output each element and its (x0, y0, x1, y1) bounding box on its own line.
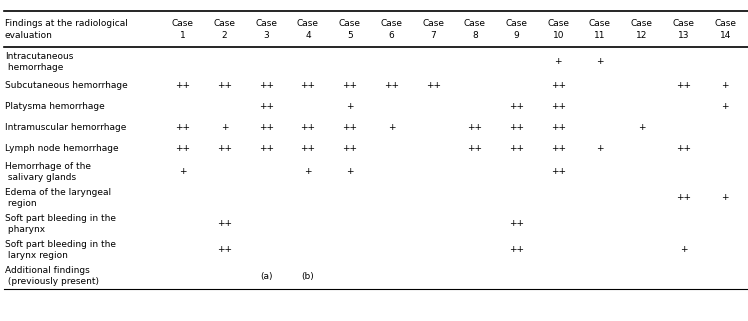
Text: 5: 5 (347, 31, 352, 40)
Text: ++: ++ (217, 81, 232, 90)
Text: ++: ++ (259, 102, 274, 111)
Text: larynx region: larynx region (5, 251, 68, 260)
Text: Lymph node hemorrhage: Lymph node hemorrhage (5, 144, 119, 153)
Text: pharynx: pharynx (5, 225, 45, 234)
Text: ++: ++ (217, 220, 232, 229)
Text: 4: 4 (305, 31, 311, 40)
Text: (a): (a) (260, 272, 272, 281)
Text: ++: ++ (676, 194, 691, 203)
Text: evaluation: evaluation (5, 31, 53, 40)
Text: +: + (304, 168, 312, 177)
Text: ++: ++ (301, 81, 316, 90)
Text: 7: 7 (430, 31, 436, 40)
Text: Soft part bleeding in the: Soft part bleeding in the (5, 239, 116, 248)
Text: ++: ++ (175, 81, 190, 90)
Text: ++: ++ (468, 123, 482, 132)
Text: Case: Case (422, 19, 444, 28)
Text: ++: ++ (343, 81, 358, 90)
Text: (b): (b) (301, 272, 314, 281)
Text: ++: ++ (551, 144, 565, 153)
Text: hemorrhage: hemorrhage (5, 64, 64, 73)
Text: ++: ++ (426, 81, 441, 90)
Text: ++: ++ (175, 144, 190, 153)
Text: +: + (346, 102, 354, 111)
Text: 1: 1 (180, 31, 186, 40)
Text: ++: ++ (509, 102, 524, 111)
Text: Findings at the radiological: Findings at the radiological (5, 19, 128, 28)
Text: +: + (596, 144, 604, 153)
Text: 9: 9 (514, 31, 519, 40)
Text: Case: Case (172, 19, 194, 28)
Text: Additional findings: Additional findings (5, 265, 90, 274)
Text: +: + (596, 57, 604, 66)
Text: ++: ++ (676, 81, 691, 90)
Text: 11: 11 (594, 31, 606, 40)
Text: region: region (5, 199, 37, 208)
Text: Case: Case (297, 19, 319, 28)
Text: ++: ++ (301, 144, 316, 153)
Text: salivary glands: salivary glands (5, 173, 76, 182)
Text: ++: ++ (509, 123, 524, 132)
Text: Case: Case (589, 19, 611, 28)
Text: +: + (221, 123, 228, 132)
Text: 3: 3 (263, 31, 269, 40)
Text: 8: 8 (472, 31, 478, 40)
Text: ++: ++ (468, 144, 482, 153)
Text: +: + (680, 246, 687, 255)
Text: ++: ++ (217, 144, 232, 153)
Text: ++: ++ (551, 81, 565, 90)
Text: 12: 12 (636, 31, 648, 40)
Text: ++: ++ (509, 220, 524, 229)
Text: +: + (179, 168, 186, 177)
Text: ++: ++ (676, 144, 691, 153)
Text: Hemorrhage of the: Hemorrhage of the (5, 161, 91, 170)
Text: 13: 13 (678, 31, 689, 40)
Text: Case: Case (548, 19, 569, 28)
Text: Platysma hemorrhage: Platysma hemorrhage (5, 102, 105, 111)
Text: ++: ++ (259, 144, 274, 153)
Text: (previously present): (previously present) (5, 277, 99, 286)
Text: +: + (638, 123, 646, 132)
Text: 14: 14 (720, 31, 731, 40)
Text: Case: Case (214, 19, 236, 28)
Text: Soft part bleeding in the: Soft part bleeding in the (5, 213, 116, 222)
Text: +: + (387, 123, 395, 132)
Text: Case: Case (506, 19, 527, 28)
Text: Intracutaneous: Intracutaneous (5, 51, 73, 61)
Text: ++: ++ (551, 123, 565, 132)
Text: +: + (721, 102, 729, 111)
Text: ++: ++ (217, 246, 232, 255)
Text: ++: ++ (259, 123, 274, 132)
Text: ++: ++ (259, 81, 274, 90)
Text: ++: ++ (384, 81, 399, 90)
Text: Case: Case (631, 19, 653, 28)
Text: ++: ++ (551, 102, 565, 111)
Text: Case: Case (672, 19, 694, 28)
Text: 2: 2 (221, 31, 227, 40)
Text: Subcutaneous hemorrhage: Subcutaneous hemorrhage (5, 81, 128, 90)
Text: 6: 6 (388, 31, 394, 40)
Text: Case: Case (714, 19, 736, 28)
Text: Case: Case (381, 19, 402, 28)
Text: ++: ++ (175, 123, 190, 132)
Text: ++: ++ (343, 144, 358, 153)
Text: +: + (721, 194, 729, 203)
Text: ++: ++ (343, 123, 358, 132)
Text: Case: Case (464, 19, 486, 28)
Text: +: + (721, 81, 729, 90)
Text: ++: ++ (301, 123, 316, 132)
Text: Intramuscular hemorrhage: Intramuscular hemorrhage (5, 123, 126, 132)
Text: ++: ++ (509, 144, 524, 153)
Text: ++: ++ (509, 246, 524, 255)
Text: Edema of the laryngeal: Edema of the laryngeal (5, 187, 111, 196)
Text: +: + (554, 57, 562, 66)
Text: Case: Case (255, 19, 278, 28)
Text: +: + (346, 168, 354, 177)
Text: ++: ++ (551, 168, 565, 177)
Text: Case: Case (339, 19, 361, 28)
Text: 10: 10 (553, 31, 564, 40)
